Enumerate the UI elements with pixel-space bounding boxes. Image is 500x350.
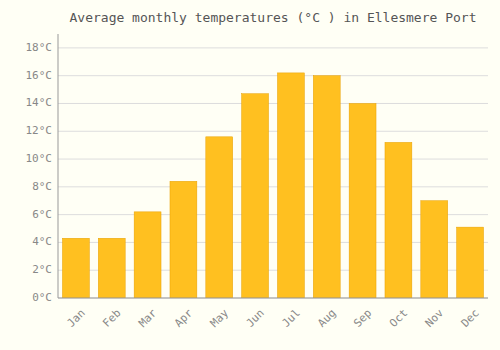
chart-title: Average monthly temperatures (°C ) in El… [70, 10, 477, 25]
y-tick-label: 6°C [32, 208, 52, 221]
x-tick-label: May [208, 306, 232, 330]
x-tick-label: Jan [64, 307, 87, 330]
bars [62, 73, 483, 298]
grid-line [58, 159, 488, 160]
y-tick-label: 8°C [32, 180, 52, 193]
y-axis-line [58, 34, 59, 298]
y-tick-label: 4°C [32, 235, 52, 248]
bar [98, 238, 125, 298]
grid-line [58, 186, 488, 187]
bar [62, 238, 89, 298]
bar [134, 212, 161, 298]
bar [421, 201, 448, 298]
chart-svg: 0°C 2°C 4°C 6°C 8°C 10°C 12°C 14°C 16°C 18°C Jan Fe… [0, 0, 500, 350]
x-tick-label: Aug [315, 307, 338, 330]
bar [170, 181, 197, 298]
x-tick-label: Apr [172, 306, 196, 330]
x-tick-labels: Jan Feb Mar Apr May Jun Jul Aug Sep Oct Nov Dec [64, 306, 481, 330]
bar [242, 94, 269, 298]
y-tick-label: 0°C [32, 291, 52, 304]
background [0, 0, 500, 350]
y-tick-label: 12°C [26, 124, 53, 137]
y-tick-labels: 0°C 2°C 4°C 6°C 8°C 10°C 12°C 14°C 16°C 18°C [26, 41, 53, 304]
y-tick-label: 2°C [32, 263, 52, 276]
y-tick-label: 10°C [26, 152, 53, 165]
y-tick-label: 18°C [26, 41, 53, 54]
chart-container: 0°C 2°C 4°C 6°C 8°C 10°C 12°C 14°C 16°C 18°C Jan Fe… [0, 0, 500, 350]
x-tick-label: Dec [459, 307, 482, 330]
x-tick-label: Feb [100, 307, 123, 330]
bar [385, 142, 412, 298]
y-tick-label: 14°C [26, 96, 53, 109]
bar [313, 76, 340, 298]
grid-line [58, 298, 488, 299]
grid-line [58, 47, 488, 48]
bar [457, 227, 484, 298]
bar [206, 137, 233, 298]
y-grid [58, 48, 488, 298]
x-tick-label: Nov [423, 306, 447, 330]
x-tick-label: Jul [279, 307, 302, 330]
grid-line [58, 75, 488, 76]
bar [277, 73, 304, 298]
x-axis-line [58, 298, 488, 299]
x-tick-label: Jun [244, 307, 267, 330]
x-tick-label: Mar [136, 306, 160, 330]
bar [349, 103, 376, 298]
x-tick-label: Sep [351, 307, 374, 330]
grid-line [58, 131, 488, 132]
y-tick-label: 16°C [26, 69, 53, 82]
grid-line [58, 103, 488, 104]
x-tick-label: Oct [387, 307, 410, 330]
